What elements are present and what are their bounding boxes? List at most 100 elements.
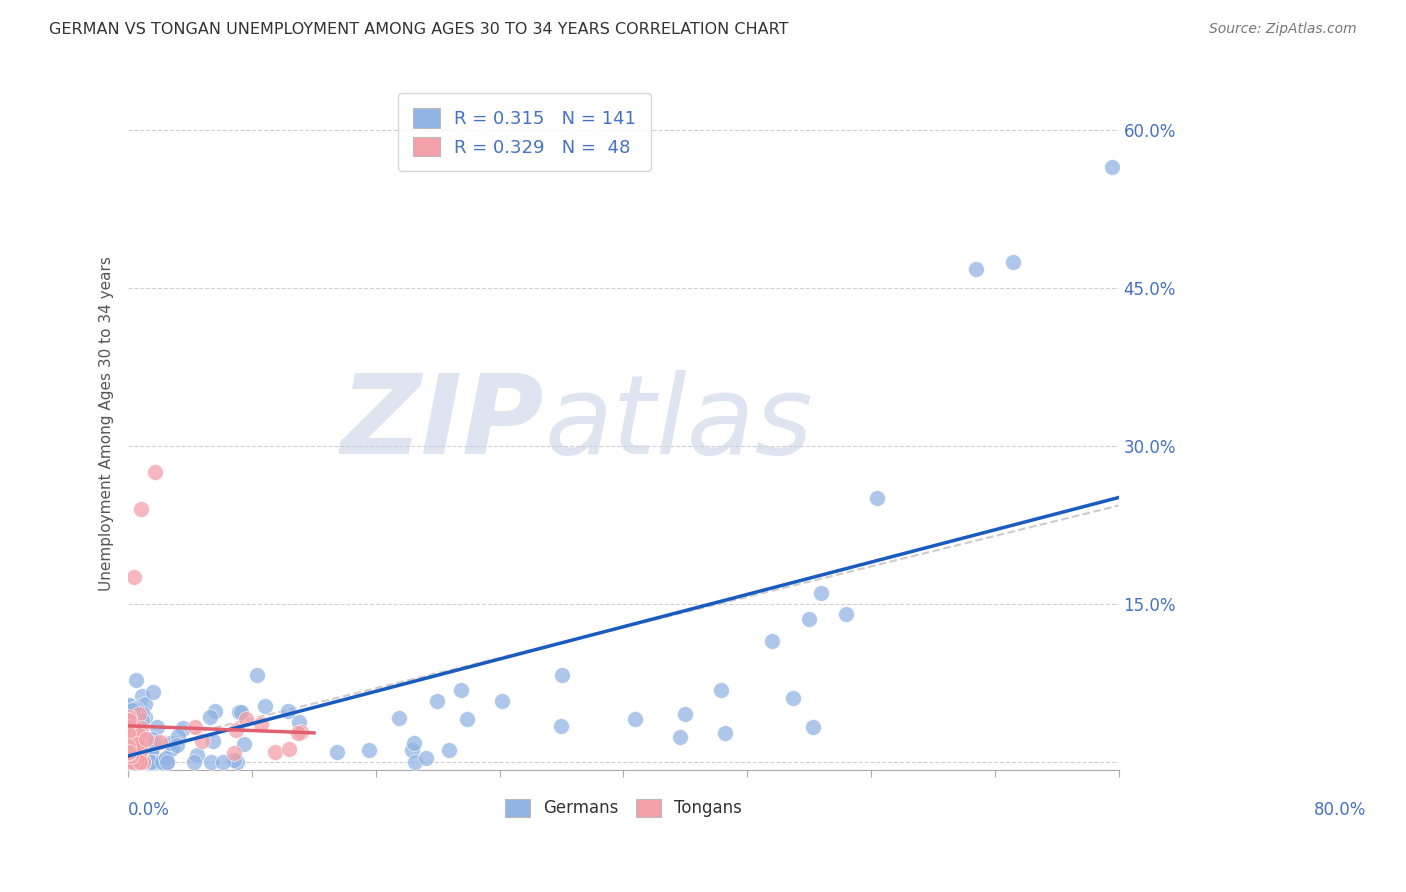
Point (135, 734, 157, 748)
Point (155, 751, 177, 765)
Point (134, 697, 156, 711)
Point (437, 742, 460, 756)
Point (226, 755, 249, 769)
Point (810, 586, 832, 600)
Point (124, 570, 146, 584)
Text: Source: ZipAtlas.com: Source: ZipAtlas.com (1209, 22, 1357, 37)
Point (120, 755, 142, 769)
Point (118, 755, 141, 769)
Point (131, 732, 153, 747)
Point (253, 698, 276, 713)
Point (128, 739, 150, 754)
Point (122, 731, 145, 745)
Point (233, 737, 256, 751)
Point (117, 755, 139, 769)
Point (117, 755, 139, 769)
Point (117, 728, 139, 742)
Point (132, 752, 155, 766)
Point (122, 740, 145, 755)
Point (128, 748, 150, 763)
Point (125, 742, 148, 756)
Point (135, 755, 157, 769)
Point (131, 755, 153, 769)
Point (131, 709, 153, 723)
Point (129, 743, 152, 757)
Point (128, 755, 150, 769)
Text: 80.0%: 80.0% (1313, 801, 1367, 819)
Point (278, 742, 301, 756)
Point (129, 730, 152, 744)
Point (201, 733, 224, 747)
Text: atlas: atlas (544, 370, 813, 477)
Point (141, 755, 163, 769)
Point (222, 746, 245, 760)
Point (835, 607, 858, 622)
Point (623, 713, 645, 727)
Point (1002, 254, 1025, 268)
Point (127, 755, 149, 769)
Point (118, 734, 141, 748)
Point (122, 755, 145, 769)
Point (142, 733, 165, 747)
Point (127, 723, 149, 738)
Point (152, 755, 174, 769)
Point (132, 755, 155, 769)
Point (128, 739, 150, 753)
Point (246, 668, 269, 682)
Point (204, 704, 226, 718)
Text: 0.0%: 0.0% (128, 801, 170, 819)
Point (149, 735, 172, 749)
Point (200, 710, 222, 724)
Point (129, 721, 152, 735)
Point (287, 726, 309, 740)
Point (117, 727, 139, 741)
Point (124, 708, 146, 723)
Point (117, 739, 139, 753)
Point (142, 685, 165, 699)
Point (121, 735, 143, 749)
Point (124, 740, 146, 755)
Point (211, 755, 233, 769)
Point (235, 712, 257, 726)
Point (491, 694, 513, 708)
Point (129, 502, 152, 516)
Point (156, 755, 179, 769)
Point (141, 743, 163, 757)
Point (118, 709, 141, 723)
Point (122, 727, 145, 741)
Point (183, 755, 205, 769)
Point (125, 747, 148, 762)
Point (117, 737, 139, 751)
Legend: Germans, Tongans: Germans, Tongans (499, 792, 748, 824)
Point (117, 728, 139, 742)
Point (120, 755, 142, 769)
Point (128, 755, 150, 769)
Point (134, 710, 156, 724)
Point (224, 753, 246, 767)
Point (186, 747, 208, 762)
Point (122, 744, 145, 758)
Point (146, 720, 169, 734)
Point (125, 700, 148, 714)
Point (121, 737, 143, 751)
Point (135, 742, 157, 756)
Point (264, 745, 287, 759)
Point (714, 726, 737, 740)
Point (121, 714, 143, 728)
Point (129, 731, 152, 746)
Point (117, 739, 139, 753)
Point (166, 739, 188, 753)
Point (125, 742, 148, 756)
Point (401, 742, 423, 756)
Point (117, 739, 139, 754)
Point (134, 755, 156, 769)
Point (121, 733, 143, 747)
Point (1101, 160, 1123, 174)
Point (128, 744, 150, 758)
Point (118, 729, 141, 743)
Point (135, 731, 157, 746)
Point (128, 728, 150, 742)
Point (450, 682, 472, 697)
Point (117, 755, 139, 769)
Point (122, 711, 145, 725)
